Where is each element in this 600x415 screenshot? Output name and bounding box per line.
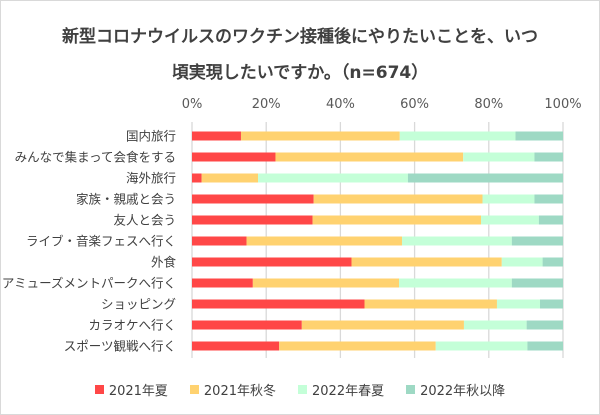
bar-segment [192, 299, 365, 309]
category-label: 友人と会う [113, 213, 176, 228]
bar-segment [511, 278, 563, 288]
category-label: カラオケへ行く [88, 318, 176, 333]
bar-segment [313, 194, 483, 204]
x-tick-label: 100% [544, 97, 581, 112]
bar-segment [481, 215, 539, 225]
bar-segment [192, 278, 253, 288]
bar-segment [526, 320, 563, 330]
legend-item: 2021年夏 [94, 380, 168, 399]
bar-segment [534, 194, 563, 204]
legend-swatch [94, 385, 104, 394]
bar-segment [482, 194, 535, 204]
bar-segment [192, 215, 313, 225]
bar-segment [351, 257, 502, 267]
bar-segment [192, 131, 241, 141]
legend-swatch [189, 385, 199, 394]
category-label: みんなで集まって会食をする [15, 150, 176, 165]
bar-segment [515, 131, 563, 141]
legend-item: 2021年秋冬 [189, 380, 276, 399]
category-label: 国内旅行 [126, 129, 176, 144]
legend-label: 2022年秋以降 [420, 384, 506, 399]
bar-segment [435, 341, 528, 351]
legend-swatch [406, 385, 416, 394]
bar-segment [192, 236, 247, 246]
bar-segment [501, 257, 543, 267]
bar-segment [192, 341, 280, 351]
category-label: 家族・親戚と会う [76, 192, 176, 207]
bar-segment [407, 173, 563, 183]
bar-segment [192, 194, 314, 204]
category-label: 海外旅行 [126, 171, 176, 186]
bar-segment [538, 215, 563, 225]
bar-segment [312, 215, 482, 225]
category-label: アミューズメントパークへ行く [2, 276, 176, 291]
category-label: 外食 [151, 255, 177, 270]
bar-segment [511, 236, 563, 246]
x-tick-label: 40% [326, 97, 355, 112]
category-label: ライブ・音楽フェスへ行く [26, 234, 176, 249]
bar-segment [534, 152, 563, 162]
x-tick-label: 80% [474, 97, 503, 112]
legend-label: 2021年秋冬 [203, 384, 276, 399]
bar-segment [496, 299, 540, 309]
bar-segment [463, 152, 535, 162]
legend-label: 2022年春夏 [312, 384, 385, 399]
bar-segment [364, 299, 497, 309]
bar-segment [192, 320, 302, 330]
bar-segment [258, 173, 408, 183]
legend-swatch [298, 385, 307, 394]
legend: 2021年夏 2021年秋冬 2022年春夏 2022年秋以降 [0, 380, 600, 399]
x-tick-label: 0% [182, 97, 203, 112]
legend-item: 2022年秋以降 [406, 380, 505, 399]
x-tick-label: 60% [400, 97, 429, 112]
category-label: スポーツ観戦へ行く [64, 339, 176, 354]
bar-segment [192, 257, 352, 267]
bar-segment [463, 320, 527, 330]
bar-segment [275, 152, 464, 162]
bar-segment [399, 131, 516, 141]
x-tick-label: 20% [252, 97, 281, 112]
bar-segment [201, 173, 259, 183]
bar-segment [401, 236, 512, 246]
bar-segment [252, 278, 400, 288]
bar-segment [279, 341, 436, 351]
bar-segment [542, 257, 563, 267]
bar-segment [192, 152, 276, 162]
bar-segment [240, 131, 400, 141]
category-label: ショッピング [101, 297, 176, 312]
bar-segment [539, 299, 563, 309]
legend-item: 2022年春夏 [298, 380, 384, 399]
legend-label: 2021年夏 [108, 384, 168, 399]
bar-segment [527, 341, 563, 351]
bar-segment [192, 173, 202, 183]
chart-title-line1: 新型コロナウイルスのワクチン接種後にやりたいことを、いつ [62, 27, 538, 47]
bar-segment [246, 236, 402, 246]
chart-title-line2: 頃実現したいですか。（n=674） [171, 63, 429, 83]
bar-segment [301, 320, 464, 330]
bar-segment [399, 278, 512, 288]
